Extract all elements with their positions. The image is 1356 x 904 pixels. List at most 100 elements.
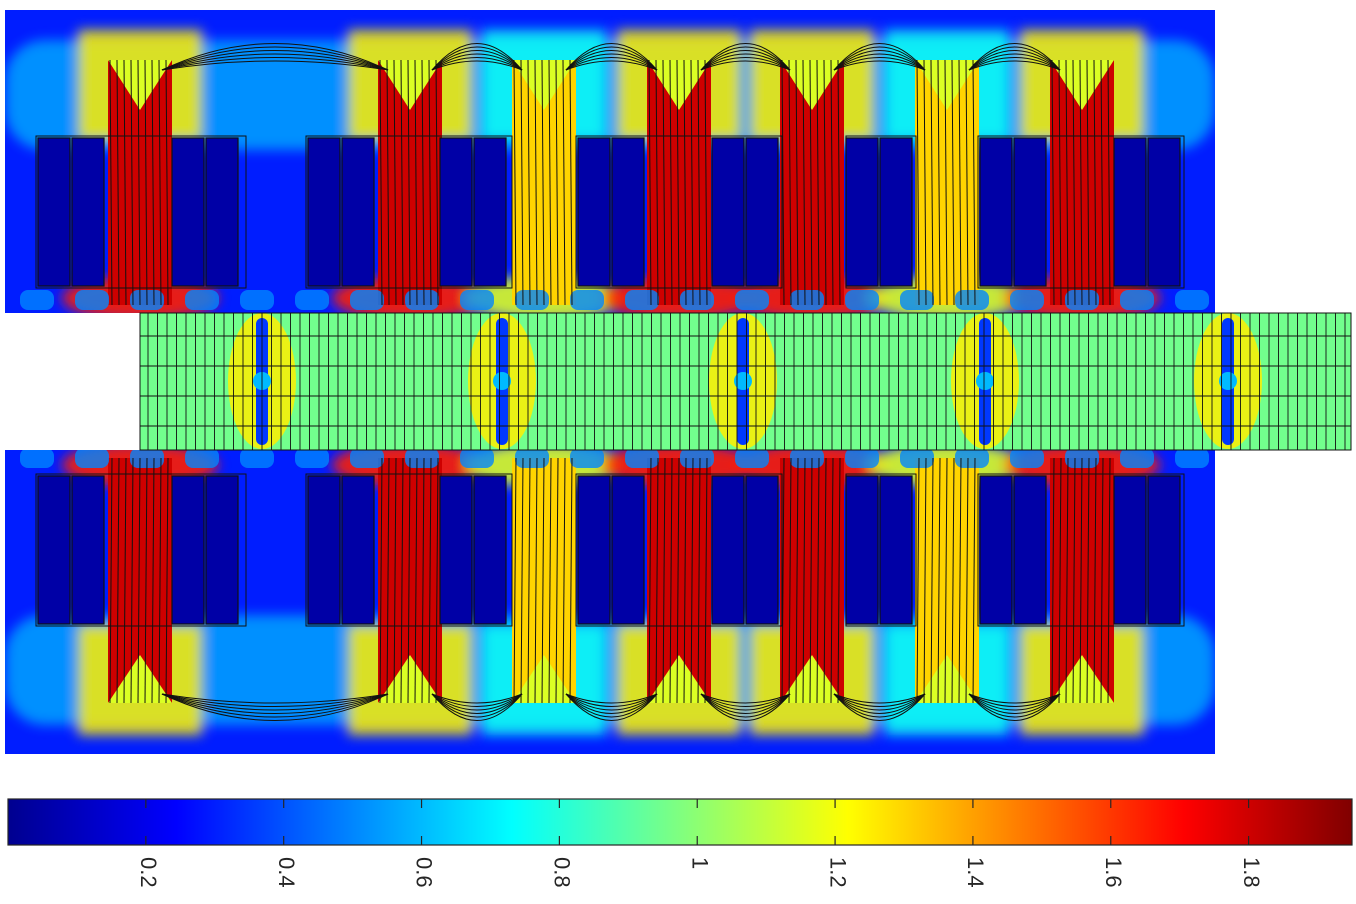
contour-arc bbox=[700, 60, 791, 71]
contour-arc bbox=[700, 693, 791, 704]
contour-line bbox=[683, 457, 687, 704]
field-plot bbox=[0, 10, 1352, 754]
contour-line bbox=[655, 59, 659, 306]
contour-line bbox=[386, 457, 390, 704]
contour-line bbox=[795, 59, 799, 306]
contour-line bbox=[1051, 457, 1055, 704]
colorbar-tick-label: 0.4 bbox=[274, 857, 299, 888]
airgap-pad bbox=[1120, 448, 1154, 468]
slot-conductor bbox=[473, 475, 507, 625]
contour-line bbox=[562, 59, 566, 306]
airgap-pad bbox=[680, 448, 714, 468]
slot-conductor bbox=[1113, 475, 1147, 625]
mover-gap bbox=[0, 313, 140, 450]
contour-line bbox=[923, 59, 927, 306]
contour-arc bbox=[431, 693, 523, 718]
contour-line bbox=[972, 457, 976, 704]
contour-line bbox=[1065, 59, 1069, 306]
contour-arc bbox=[833, 60, 926, 71]
contour-arc bbox=[700, 693, 791, 718]
contour-arc bbox=[833, 693, 926, 704]
contour-arc bbox=[431, 693, 523, 714]
contour-line bbox=[109, 457, 113, 704]
contour-arc bbox=[565, 693, 658, 718]
contour-arc bbox=[833, 53, 926, 71]
slot-block bbox=[977, 473, 1185, 627]
contour-line bbox=[916, 59, 920, 306]
contour-line bbox=[421, 59, 425, 306]
colorbar-tick-label: 0.6 bbox=[412, 857, 437, 888]
contour-line bbox=[937, 457, 941, 704]
contour-arc bbox=[968, 693, 1061, 707]
slot-conductor bbox=[341, 137, 375, 287]
contour-arc bbox=[968, 693, 1061, 718]
contour-line bbox=[944, 59, 948, 306]
slot-conductor bbox=[307, 475, 341, 625]
contour-line bbox=[520, 59, 524, 306]
contour-arc bbox=[161, 693, 389, 718]
contour-arc bbox=[565, 693, 658, 714]
contour-line bbox=[144, 457, 148, 704]
colorbar-tick-label: 1.6 bbox=[1101, 857, 1126, 888]
mover-node bbox=[493, 372, 511, 390]
contour-line bbox=[527, 59, 531, 306]
colorbar-gradient bbox=[7, 798, 1353, 846]
contour-arc bbox=[431, 693, 523, 721]
slot-conductor bbox=[205, 475, 239, 625]
contour-line bbox=[690, 59, 694, 306]
slot-conductor bbox=[745, 137, 779, 287]
contour-line bbox=[130, 457, 134, 704]
contour-line bbox=[809, 59, 813, 306]
contour-line bbox=[1072, 59, 1076, 306]
contour-line bbox=[393, 457, 397, 704]
slot-conductor bbox=[307, 137, 341, 287]
contour-line bbox=[421, 457, 425, 704]
contour-line bbox=[704, 457, 708, 704]
contour-line bbox=[676, 457, 680, 704]
slot-conductor bbox=[439, 475, 473, 625]
contour-line bbox=[555, 457, 559, 704]
contour-line bbox=[683, 59, 687, 306]
contour-line bbox=[923, 457, 927, 704]
contour-line bbox=[669, 59, 673, 306]
flux-line-contours bbox=[109, 43, 1111, 721]
slot-block bbox=[575, 473, 783, 627]
contour-arc bbox=[565, 693, 658, 707]
airgap-pad bbox=[1175, 290, 1209, 310]
airgap-pad bbox=[845, 290, 879, 310]
contour-line bbox=[428, 457, 432, 704]
airgap-pad bbox=[735, 290, 769, 310]
contour-line bbox=[165, 59, 169, 306]
contour-line bbox=[965, 59, 969, 306]
contour-arc bbox=[833, 43, 926, 71]
contour-line bbox=[648, 59, 652, 306]
contour-line bbox=[916, 457, 920, 704]
contour-arc bbox=[161, 693, 389, 714]
airgap-pad bbox=[570, 448, 604, 468]
slot-conductor bbox=[611, 137, 645, 287]
contour-lines bbox=[109, 43, 1111, 721]
slot-conductor bbox=[1147, 475, 1181, 625]
airgap-pad bbox=[515, 290, 549, 310]
contour-line bbox=[527, 457, 531, 704]
contour-line bbox=[816, 59, 820, 306]
airgap-pad bbox=[185, 290, 219, 310]
contour-line bbox=[802, 59, 806, 306]
contour-line bbox=[1100, 59, 1104, 306]
mover-bar bbox=[0, 312, 1352, 451]
contour-line bbox=[951, 59, 955, 306]
contour-line bbox=[562, 457, 566, 704]
colorbar-tick-label: 1 bbox=[687, 857, 712, 869]
contour-arc bbox=[833, 693, 926, 721]
contour-line bbox=[830, 59, 834, 306]
contour-line bbox=[520, 457, 524, 704]
contour-line bbox=[158, 457, 162, 704]
contour-line bbox=[555, 59, 559, 306]
contour-arc bbox=[431, 53, 523, 71]
contour-arc bbox=[565, 46, 658, 71]
airgap-pad bbox=[20, 290, 54, 310]
slot-block bbox=[845, 135, 917, 289]
contour-arc bbox=[161, 693, 389, 707]
contour-line bbox=[158, 59, 162, 306]
contour-arc bbox=[833, 46, 926, 71]
